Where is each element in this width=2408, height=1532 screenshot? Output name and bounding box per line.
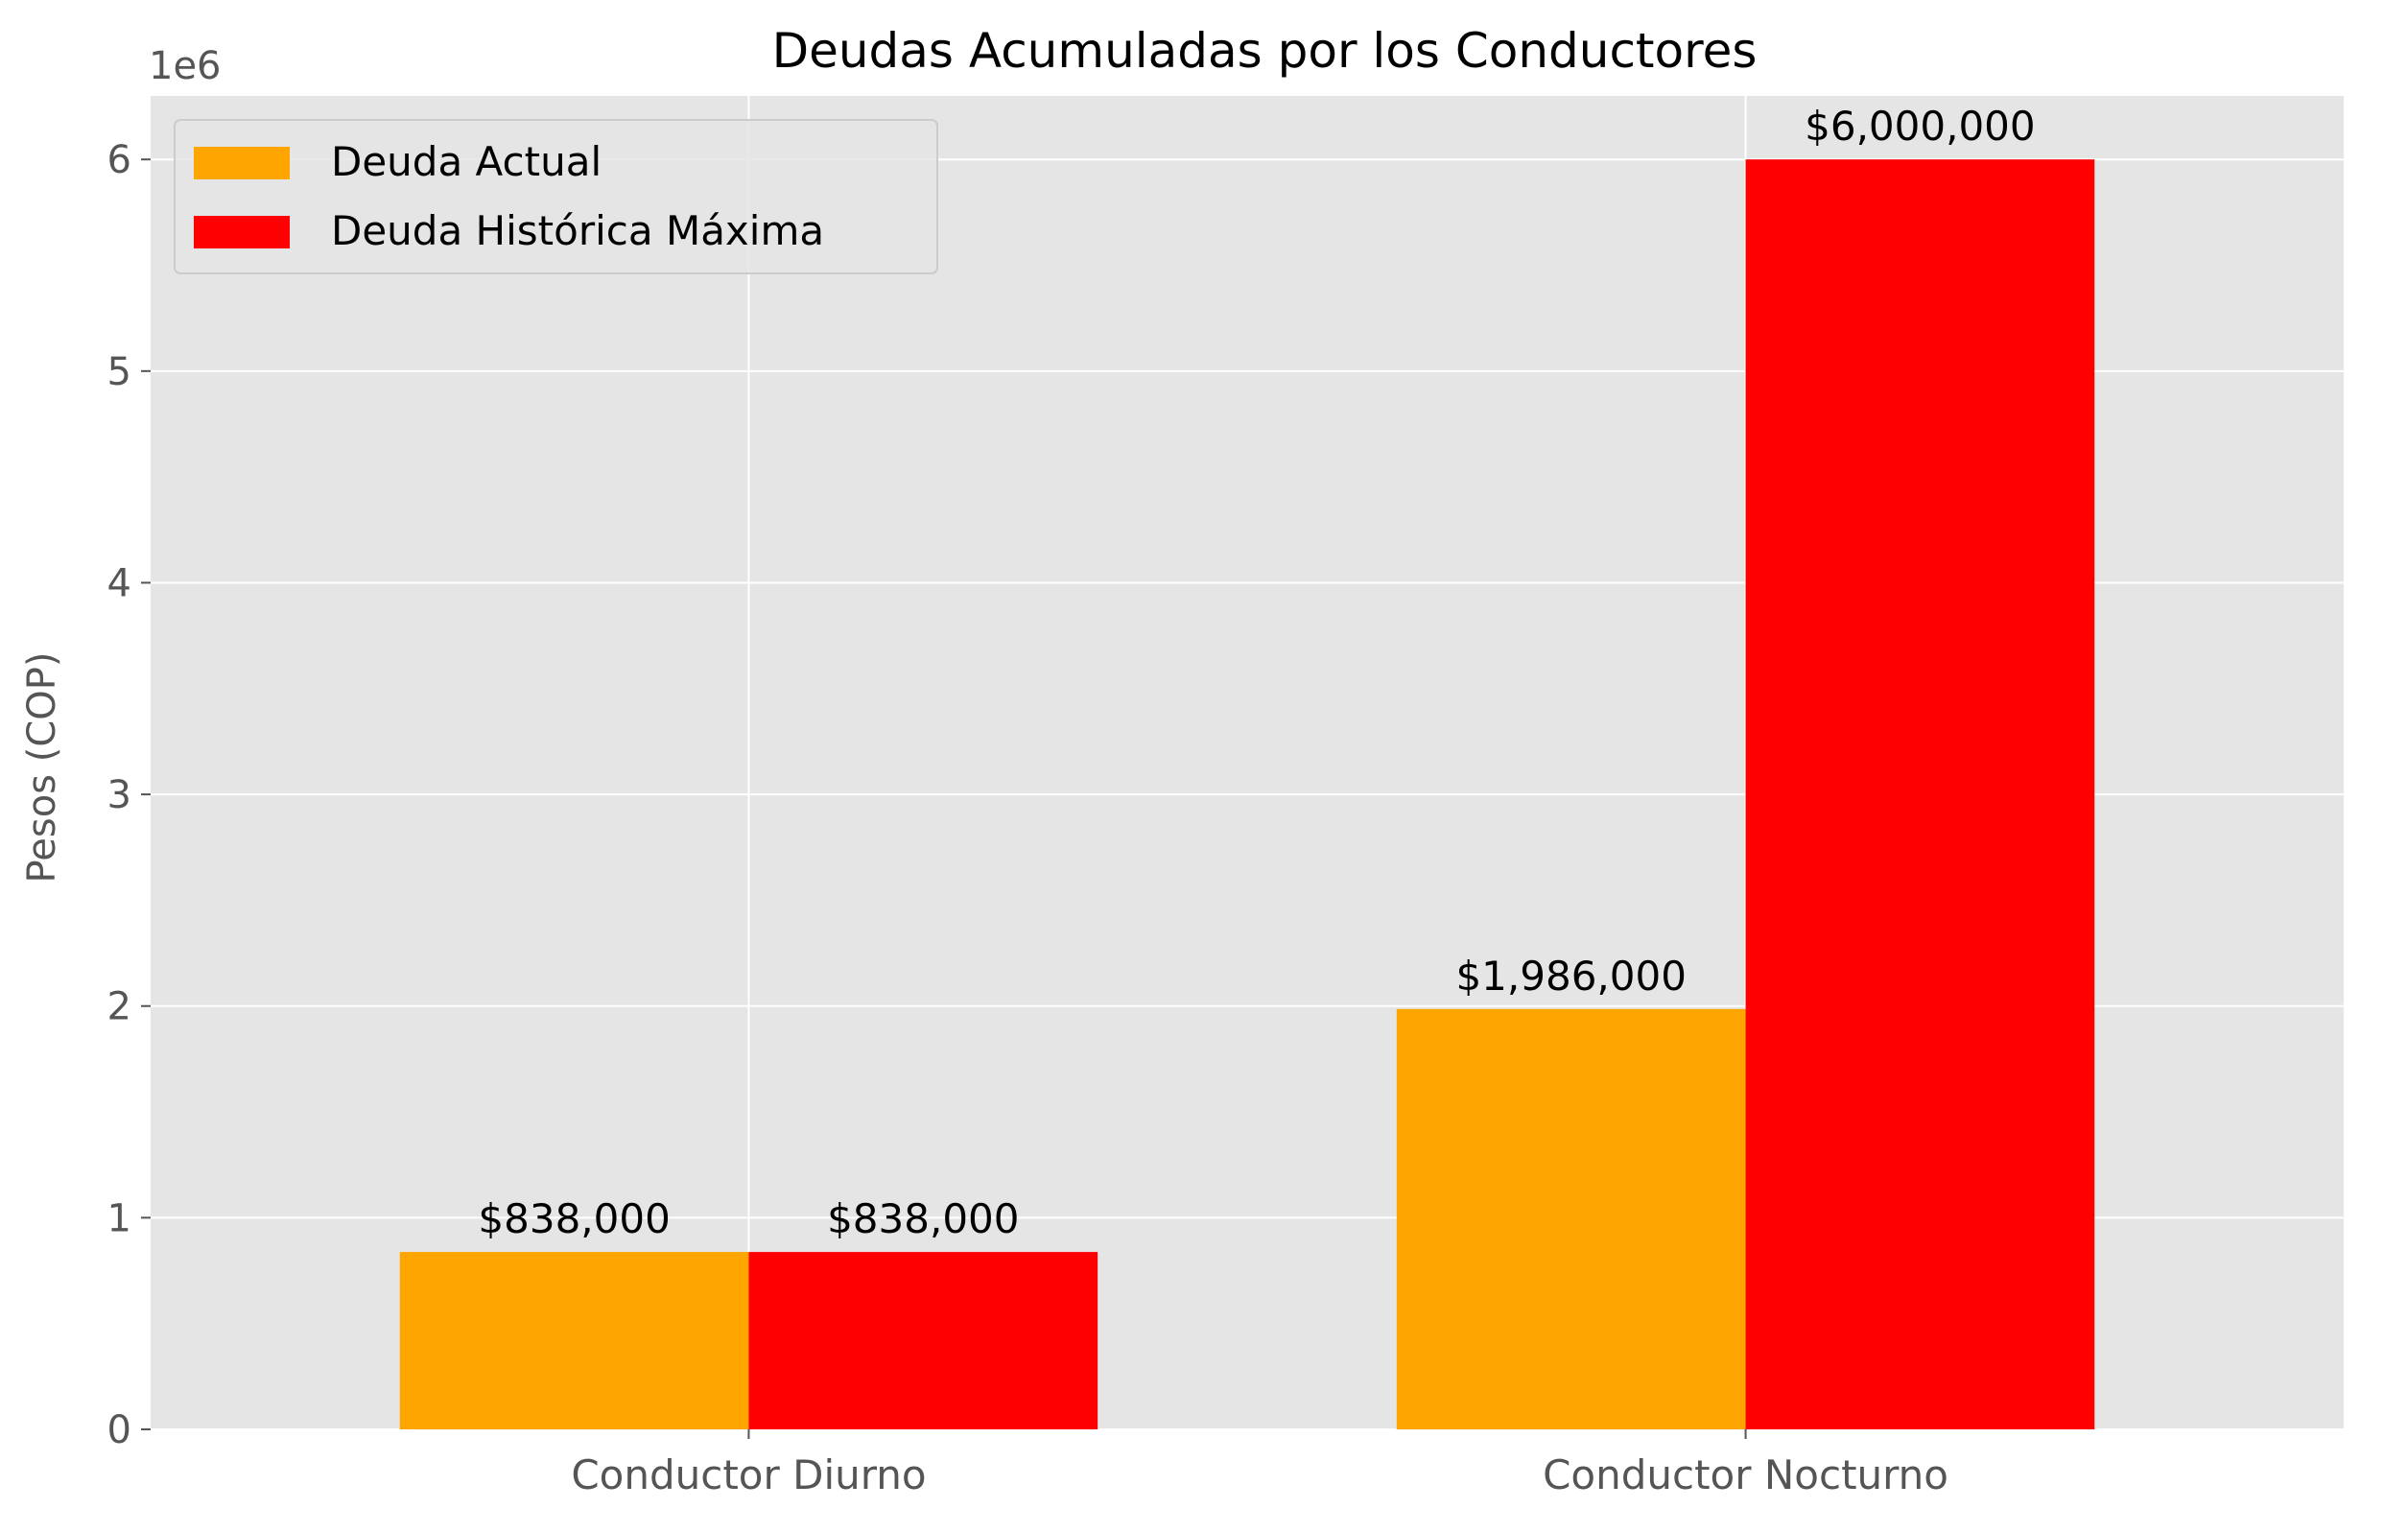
plot-area: 0 1 2 3 4 5 6 Conductor Diurno Conductor Nocturn… bbox=[107, 96, 2344, 1498]
x-tick-label: Conductor Nocturno bbox=[1543, 1451, 1948, 1498]
legend-label: Deuda Histórica Máxima bbox=[331, 207, 824, 254]
y-tick-label: 4 bbox=[107, 561, 131, 605]
y-tick-label: 3 bbox=[107, 773, 131, 817]
y-tick-label: 2 bbox=[107, 985, 131, 1029]
x-tick-label: Conductor Diurno bbox=[571, 1451, 926, 1498]
bar-value-label: $6,000,000 bbox=[1805, 103, 2035, 150]
chart-title: Deudas Acumuladas por los Conductores bbox=[772, 23, 1758, 79]
y-axis-label: Pesos (COP) bbox=[20, 652, 64, 884]
legend-swatch bbox=[194, 216, 290, 248]
legend-label: Deuda Actual bbox=[331, 138, 602, 185]
bar bbox=[1396, 1008, 1746, 1429]
legend-swatch bbox=[194, 147, 290, 179]
y-tick-label: 0 bbox=[107, 1408, 131, 1452]
bar-value-label: $838,000 bbox=[827, 1195, 1019, 1242]
y-axis-offset-label: 1e6 bbox=[149, 44, 222, 88]
legend-box bbox=[174, 119, 938, 274]
y-tick-label: 5 bbox=[107, 350, 131, 394]
bar bbox=[399, 1252, 749, 1429]
y-tick-label: 1 bbox=[107, 1196, 131, 1240]
bar-value-label: $838,000 bbox=[478, 1195, 670, 1242]
bar-value-label: $1,986,000 bbox=[1455, 953, 1686, 1000]
bar bbox=[1745, 159, 2095, 1430]
bar bbox=[748, 1252, 1098, 1429]
y-tick-label: 6 bbox=[107, 138, 131, 182]
